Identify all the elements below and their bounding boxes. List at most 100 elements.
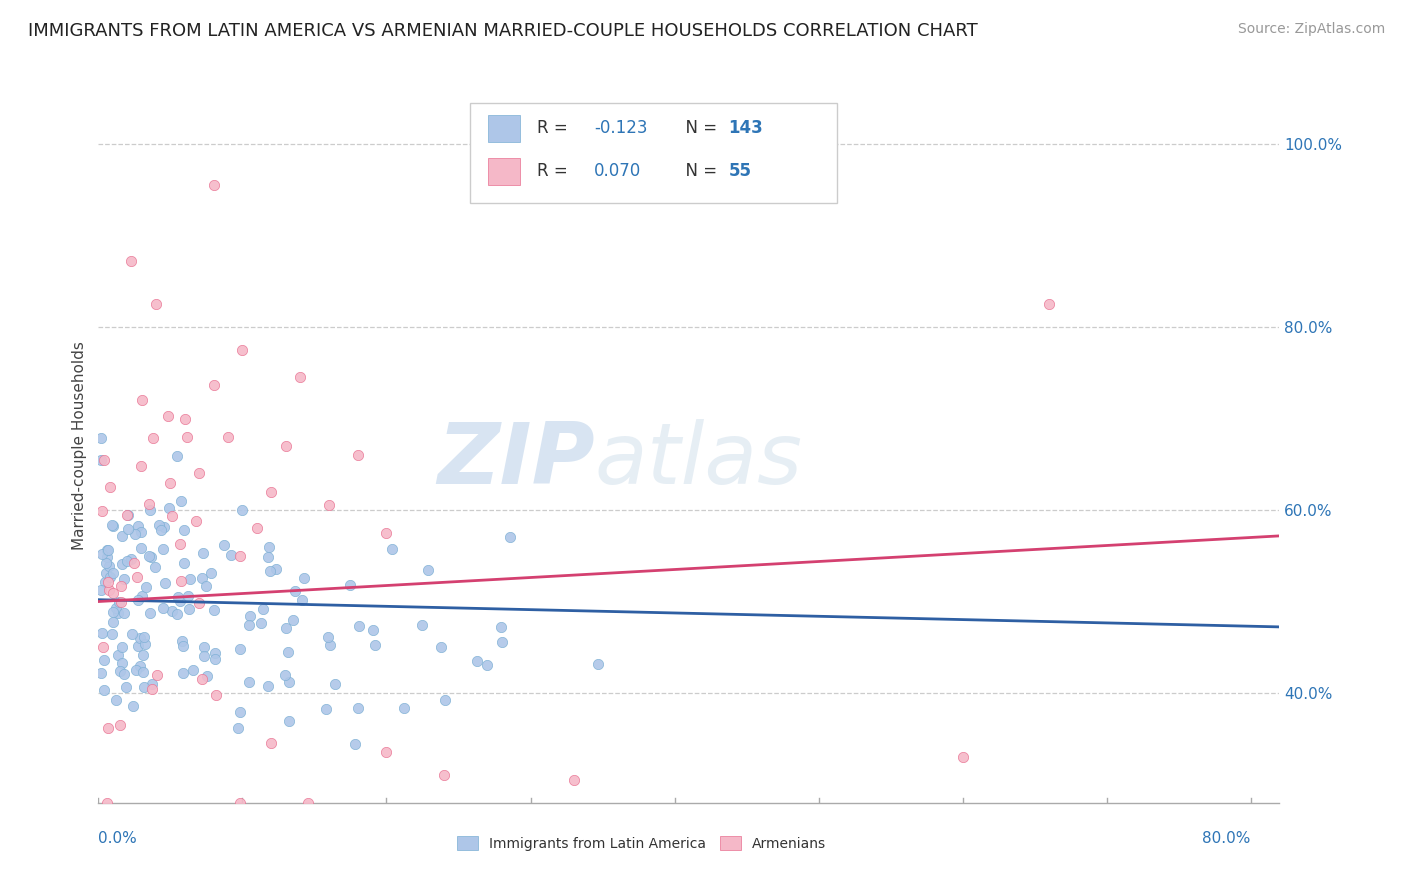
- Point: [101, 627, 124, 641]
- Point: [274, 621, 297, 635]
- Point: [319, 638, 342, 652]
- Text: 80.0%: 80.0%: [1202, 831, 1251, 847]
- Point: [143, 560, 166, 574]
- Point: [226, 721, 249, 735]
- Point: [131, 393, 153, 408]
- Point: [433, 768, 456, 782]
- Point: [90, 583, 112, 598]
- Point: [231, 343, 253, 357]
- Point: [172, 666, 194, 681]
- Point: [193, 546, 215, 560]
- Point: [110, 656, 132, 670]
- Point: [191, 672, 214, 686]
- Point: [246, 521, 269, 535]
- Point: [239, 609, 262, 624]
- Point: [188, 467, 211, 481]
- Point: [125, 570, 148, 584]
- Point: [117, 554, 139, 568]
- Point: [155, 576, 177, 591]
- Point: [277, 645, 299, 659]
- Point: [148, 517, 170, 532]
- Legend: Immigrants from Latin America, Armenians: Immigrants from Latin America, Armenians: [451, 830, 832, 856]
- Point: [277, 675, 299, 690]
- Point: [475, 658, 498, 673]
- Point: [139, 549, 162, 564]
- Point: [166, 449, 188, 463]
- Text: 143: 143: [728, 120, 763, 137]
- Point: [394, 700, 416, 714]
- Point: [202, 603, 225, 617]
- Point: [264, 562, 287, 576]
- Point: [160, 604, 183, 618]
- Point: [173, 556, 195, 570]
- Point: [101, 615, 124, 629]
- Point: [257, 550, 280, 565]
- Point: [318, 499, 340, 513]
- Point: [110, 594, 132, 608]
- Point: [316, 630, 339, 644]
- Point: [347, 701, 370, 715]
- Point: [101, 586, 124, 600]
- Text: -0.123: -0.123: [593, 120, 648, 137]
- Point: [131, 665, 153, 679]
- Point: [274, 667, 297, 681]
- Point: [249, 616, 271, 631]
- Point: [108, 665, 131, 679]
- Point: [411, 617, 433, 632]
- Point: [93, 653, 115, 667]
- Text: R =: R =: [537, 162, 574, 180]
- Point: [173, 523, 195, 537]
- Point: [170, 634, 193, 648]
- Point: [274, 439, 297, 453]
- Point: [418, 562, 440, 576]
- Point: [183, 663, 205, 677]
- Point: [315, 702, 337, 716]
- Point: [1038, 297, 1060, 311]
- Point: [91, 548, 114, 562]
- Point: [141, 682, 163, 697]
- FancyBboxPatch shape: [488, 115, 520, 142]
- Point: [166, 591, 188, 605]
- Point: [489, 620, 512, 634]
- Point: [375, 525, 398, 540]
- Point: [204, 646, 226, 660]
- Point: [91, 504, 114, 518]
- Point: [257, 679, 280, 693]
- Point: [197, 669, 219, 683]
- Point: [159, 475, 181, 490]
- Point: [98, 479, 121, 493]
- Point: [107, 606, 129, 620]
- Point: [129, 658, 152, 673]
- Point: [292, 571, 315, 585]
- Point: [195, 579, 218, 593]
- Point: [117, 508, 139, 522]
- Point: [111, 558, 134, 572]
- Point: [129, 459, 152, 474]
- Point: [160, 508, 183, 523]
- Point: [202, 378, 225, 392]
- Point: [138, 549, 160, 563]
- Point: [142, 431, 165, 445]
- Point: [132, 630, 155, 644]
- Point: [132, 680, 155, 694]
- Point: [96, 566, 118, 580]
- Point: [107, 595, 129, 609]
- Point: [188, 596, 211, 610]
- Point: [172, 639, 194, 653]
- Text: 0.070: 0.070: [593, 162, 641, 180]
- Point: [952, 750, 974, 764]
- Point: [98, 583, 121, 598]
- Point: [135, 580, 157, 594]
- Point: [238, 674, 260, 689]
- Point: [125, 663, 148, 677]
- Point: [132, 648, 155, 662]
- Point: [260, 736, 283, 750]
- Point: [127, 639, 149, 653]
- Text: N =: N =: [675, 120, 723, 137]
- Text: IMMIGRANTS FROM LATIN AMERICA VS ARMENIAN MARRIED-COUPLE HOUSEHOLDS CORRELATION : IMMIGRANTS FROM LATIN AMERICA VS ARMENIA…: [28, 22, 977, 40]
- Point: [90, 453, 112, 467]
- Point: [101, 605, 124, 619]
- Point: [229, 642, 252, 657]
- Point: [104, 693, 127, 707]
- Point: [98, 570, 121, 584]
